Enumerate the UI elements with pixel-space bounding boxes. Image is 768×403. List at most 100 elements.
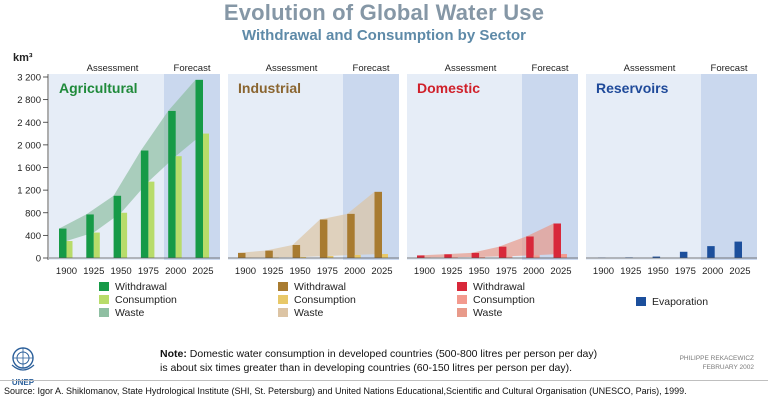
water-use-chart: km³ 0 400 800 1 200 1 600 2 000 2 400 2 800 3 200… (13, 52, 757, 319)
consumption-bar (561, 254, 567, 258)
consumption-bar (93, 232, 100, 258)
x-tick-label: 1925 (83, 266, 104, 277)
y-tick-label: 0 (36, 254, 41, 265)
withdrawal-bar (347, 213, 355, 258)
consumption-bar (354, 254, 361, 258)
x-tick-label: 2025 (371, 266, 392, 277)
x-tick-label: 2025 (550, 266, 571, 277)
withdrawal-bar (168, 110, 176, 258)
note-label: Note: (160, 348, 187, 360)
withdrawal-bar (113, 195, 122, 258)
credit-author: PHILIPPE REKACEWICZ (679, 355, 754, 362)
withdrawal-bar (319, 219, 328, 258)
evaporation-bar (652, 256, 661, 258)
legend-swatch (99, 295, 109, 304)
consumption-bar (148, 181, 155, 258)
legend-label: Waste (115, 307, 145, 319)
x-tick-label: 1975 (675, 266, 696, 277)
legend-swatch (278, 295, 288, 304)
x-tick-label: 2000 (165, 266, 186, 277)
chart-title: Evolution of Global Water Use (223, 0, 545, 25)
forecast-label: Forecast (174, 63, 211, 74)
sector-title-reservoirs: Reservoirs (596, 80, 669, 96)
y-tick-label: 2 000 (17, 140, 41, 151)
legend-swatch (457, 282, 467, 291)
legend-label: Consumption (473, 294, 535, 306)
withdrawal-bar (417, 255, 425, 258)
legend-label: Withdrawal (473, 281, 525, 293)
y-tick-label: 1 200 (17, 186, 41, 197)
consumption-bar (451, 257, 458, 258)
x-tick-label: 1900 (593, 266, 614, 277)
un-emblem-icon (11, 347, 35, 371)
legend-label: Evaporation (652, 296, 708, 308)
forecast-label: Forecast (532, 63, 569, 74)
y-tick-label: 2 400 (17, 118, 41, 129)
assessment-label: Assessment (87, 63, 139, 74)
consumption-bar (203, 133, 209, 258)
legend-label: Withdrawal (294, 281, 346, 293)
consumption-bar (327, 256, 334, 258)
withdrawal-bar (471, 252, 480, 258)
waste-band-industrial (238, 191, 382, 258)
y-tick-label: 800 (25, 208, 41, 219)
forecast-label: Forecast (353, 63, 390, 74)
legend-swatch (278, 282, 288, 291)
divider (0, 380, 768, 381)
credit: PHILIPPE REKACEWICZ FEBRUARY 2002 (680, 354, 754, 372)
legend-swatch (278, 308, 288, 317)
legend-swatch (457, 295, 467, 304)
withdrawal-bar (140, 150, 149, 258)
unep-logo-text: UNEP (11, 378, 35, 387)
withdrawal-bar (374, 191, 382, 258)
y-tick-label: 2 800 (17, 95, 41, 106)
withdrawal-bar (292, 244, 301, 258)
evaporation-bar (679, 251, 688, 258)
x-tick-label: 2025 (729, 266, 750, 277)
consumption-bar (533, 255, 540, 258)
x-tick-label: 1950 (290, 266, 311, 277)
withdrawal-bar (498, 246, 507, 258)
legend-swatch (636, 297, 646, 306)
withdrawal-bar (444, 254, 452, 258)
x-tick-label: 1900 (56, 266, 77, 277)
x-tick-label: 2000 (344, 266, 365, 277)
withdrawal-bar (265, 250, 273, 258)
consumption-bar (382, 254, 388, 258)
y-tick-label: 3 200 (17, 73, 41, 84)
x-tick-label: 1925 (620, 266, 641, 277)
withdrawal-bar (553, 223, 561, 258)
assessment-label: Assessment (624, 63, 676, 74)
forecast-area-reservoirs (701, 74, 757, 260)
x-tick-label: 2000 (702, 266, 723, 277)
x-tick-label: 2000 (523, 266, 544, 277)
consumption-bar (479, 256, 486, 258)
legend-label: Withdrawal (115, 281, 167, 293)
assessment-area-reservoirs (586, 74, 701, 260)
evaporation-bar (734, 241, 742, 258)
sector-title-domestic: Domestic (417, 80, 480, 96)
consumption-bar (175, 156, 182, 258)
credit-date: FEBRUARY 2002 (702, 364, 754, 371)
source-text: Source: Igor A. Shiklomanov, State Hydro… (4, 386, 687, 396)
chart-subtitle: Withdrawal and Consumption by Sector (241, 27, 527, 44)
y-axis-label: km³ (13, 52, 33, 64)
consumption-bar (300, 256, 307, 258)
consumption-bar (121, 212, 128, 258)
legend-swatch (99, 308, 109, 317)
assessment-area-domestic (407, 74, 522, 260)
consumption-bar (506, 256, 513, 258)
assessment-label: Assessment (445, 63, 497, 74)
x-tick-label: 1925 (262, 266, 283, 277)
withdrawal-bar (238, 252, 246, 258)
assessment-label: Assessment (266, 63, 318, 74)
legend-label: Waste (294, 307, 324, 319)
x-tick-label: 2025 (192, 266, 213, 277)
withdrawal-bar (195, 79, 203, 258)
x-tick-label: 1975 (496, 266, 517, 277)
withdrawal-bar (86, 214, 94, 258)
x-tick-label: 1975 (138, 266, 159, 277)
note: Note: Domestic water consumption in deve… (160, 347, 620, 375)
legend-label: Consumption (294, 294, 356, 306)
x-tick-label: 1950 (111, 266, 132, 277)
